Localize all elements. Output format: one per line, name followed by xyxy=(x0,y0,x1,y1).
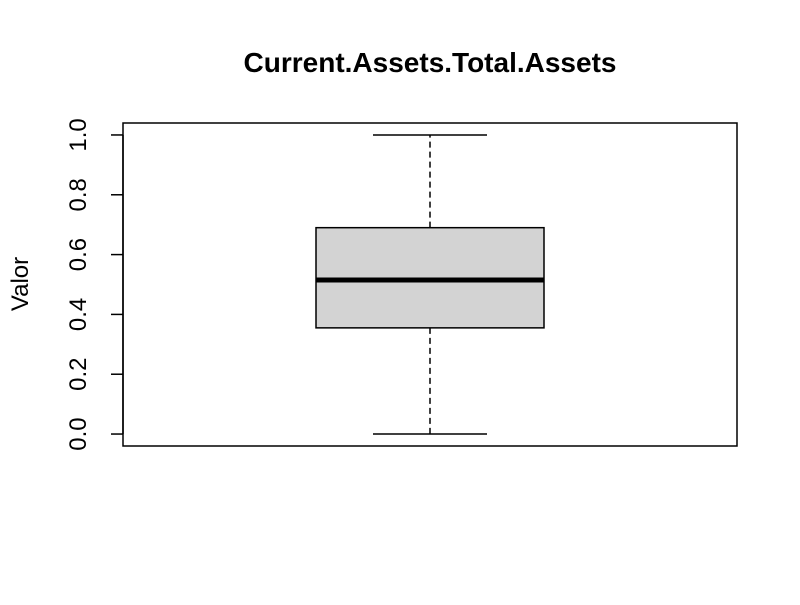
y-axis-label: Valor xyxy=(7,257,34,311)
y-axis: 0.0 0.2 0.4 0.6 0.8 1.0 xyxy=(65,118,124,451)
y-tick-label: 0.0 xyxy=(65,417,92,450)
y-tick-label: 0.2 xyxy=(65,358,92,391)
y-tick-label: 0.8 xyxy=(65,178,92,211)
chart-title: Current.Assets.Total.Assets xyxy=(244,47,617,78)
y-tick-label: 0.6 xyxy=(65,238,92,271)
y-tick-label: 1.0 xyxy=(65,118,92,151)
box-group xyxy=(315,134,545,435)
y-tick-label: 0.4 xyxy=(65,298,92,331)
